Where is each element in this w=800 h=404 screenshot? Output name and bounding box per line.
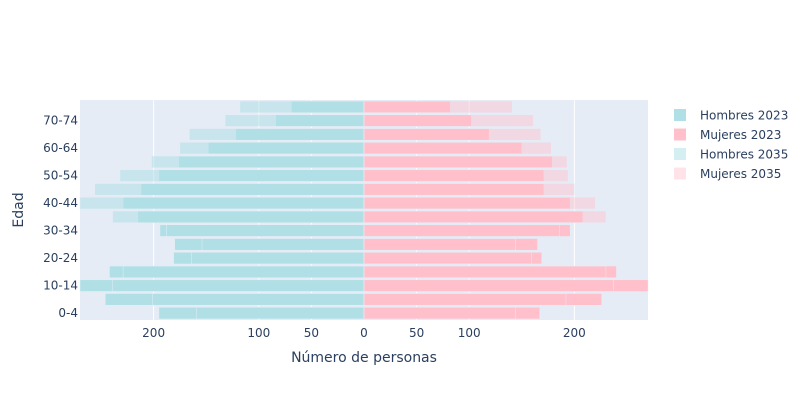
y-tick-label: 20-24: [43, 251, 78, 265]
y-tick-label: 10-14: [43, 279, 78, 293]
x-axis-title: Número de personas: [291, 350, 437, 366]
x-tick-label: 100: [247, 326, 270, 340]
bar-mujeres-2035-65-69: [363, 128, 541, 141]
legend-swatch: [674, 109, 686, 121]
legend-item[interactable]: Mujeres 2023: [674, 128, 781, 142]
bar-hombres-2035-65-69: [189, 128, 365, 141]
y-tick-label: 30-34: [43, 224, 78, 238]
y-tick-label: 70-74: [43, 114, 78, 128]
bar-hombres-2035-45-49: [94, 183, 365, 196]
bar-mujeres-2035-75+: [363, 100, 513, 113]
legend-swatch: [674, 128, 686, 141]
bar-hombres-2035-55-59: [151, 155, 365, 168]
bar-hombres-2035-35-39: [112, 210, 365, 223]
bar-hombres-2035-40-44: [79, 197, 365, 210]
bar-hombres-2035-30-34: [166, 224, 365, 237]
y-axis-title: Edad: [11, 192, 27, 227]
bar-mujeres-2035-0-4: [363, 307, 516, 320]
legend-label: Mujeres 2023: [700, 128, 781, 142]
legend: Hombres 2023 Mujeres 2023 Hombres 2035 Muje…: [674, 109, 788, 181]
bar-mujeres-2035-35-39: [363, 210, 607, 223]
bar-hombres-2035-60-64: [179, 142, 365, 155]
legend-item[interactable]: Hombres 2023: [674, 109, 788, 123]
bar-mujeres-2035-15-19: [363, 265, 607, 278]
legend-item[interactable]: Mujeres 2035: [674, 167, 781, 181]
y-tick-label: 40-44: [43, 196, 78, 210]
bar-mujeres-2035-20-24: [363, 252, 532, 265]
bar-hombres-2035-25-29: [201, 238, 365, 251]
bar-mujeres-2035-5-9: [363, 293, 567, 306]
legend-swatch: [674, 148, 686, 160]
bar-mujeres-2035-70-74: [363, 114, 534, 127]
x-tick-label: 50: [409, 326, 424, 340]
bar-hombres-2035-0-4: [196, 307, 365, 320]
bar-mujeres-2035-25-29: [363, 238, 516, 251]
bar-hombres-2035-10-14: [112, 279, 365, 292]
legend-label: Mujeres 2035: [700, 167, 781, 181]
bar-mujeres-2035-55-59: [363, 155, 568, 168]
bar-mujeres-2035-30-34: [363, 224, 560, 237]
legend-label: Hombres 2035: [700, 148, 788, 162]
bar-hombres-2035-50-54: [119, 169, 365, 182]
x-tick-label: 50: [304, 326, 319, 340]
y-tick-label: 60-64: [43, 141, 78, 155]
bar-mujeres-2035-40-44: [363, 197, 596, 210]
bar-mujeres-2035-60-64: [363, 142, 552, 155]
bar-mujeres-2035-45-49: [363, 183, 575, 196]
legend-label: Hombres 2023: [700, 109, 788, 123]
bar-hombres-2035-15-19: [122, 265, 365, 278]
bar-hombres-2035-75+: [239, 100, 365, 113]
bar-hombres-2035-5-9: [152, 293, 365, 306]
bar-hombres-2035-20-24: [191, 252, 365, 265]
bar-mujeres-2035-50-54: [363, 169, 569, 182]
legend-swatch: [674, 167, 686, 180]
y-tick-label: 0-4: [58, 306, 78, 320]
bar-hombres-2035-70-74: [224, 114, 365, 127]
x-tick-label: 100: [458, 326, 481, 340]
x-tick-label: 200: [142, 326, 165, 340]
bar-mujeres-2035-10-14: [363, 279, 614, 292]
y-tick-label: 50-54: [43, 169, 78, 183]
x-tick-label: 0: [360, 326, 368, 340]
x-tick-label: 200: [563, 326, 586, 340]
legend-item[interactable]: Hombres 2035: [674, 148, 788, 162]
